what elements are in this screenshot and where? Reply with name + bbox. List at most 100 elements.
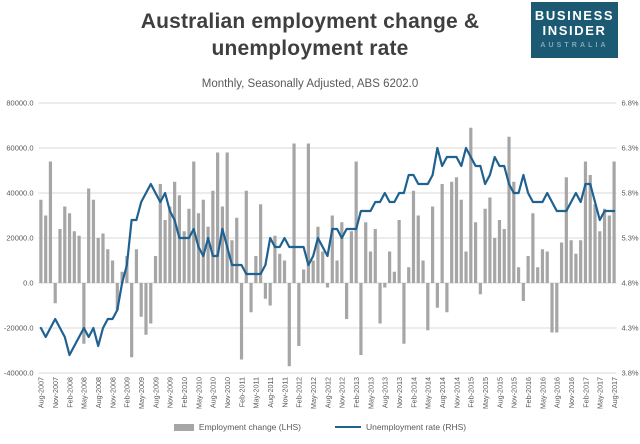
- employment-bar: [292, 143, 296, 283]
- x-axis-tick: Feb-2016: [524, 377, 533, 408]
- chart-legend: Employment change (LHS) Unemployment rat…: [0, 422, 640, 432]
- employment-bar: [187, 208, 191, 283]
- left-axis-tick: 0.0: [23, 279, 33, 288]
- employment-bar: [287, 283, 291, 367]
- employment-bar: [163, 220, 167, 283]
- x-axis-tick: Feb-2017: [581, 377, 590, 408]
- left-axis-tick: 80000.0: [6, 99, 33, 108]
- right-axis-tick: 4.3%: [622, 324, 639, 333]
- right-axis-tick: 4.8%: [622, 279, 639, 288]
- x-axis-tick: Nov-2015: [510, 377, 519, 408]
- x-axis-tick: May-2012: [309, 377, 318, 409]
- employment-bar: [445, 283, 449, 313]
- logo-text-insider: INSIDER: [542, 23, 607, 38]
- x-axis-tick: May-2013: [366, 377, 375, 409]
- title-line-2: unemployment rate: [211, 37, 409, 60]
- employment-bar: [153, 256, 158, 283]
- employment-bar: [168, 206, 172, 283]
- x-axis-tick: Nov-2016: [567, 377, 576, 408]
- employment-bar: [555, 283, 559, 333]
- employment-bar: [359, 283, 363, 355]
- employment-bar: [48, 161, 53, 283]
- x-axis-tick: Aug-2015: [495, 377, 504, 408]
- employment-bar: [502, 229, 506, 283]
- employment-bar: [373, 229, 377, 283]
- employment-bar: [268, 283, 272, 306]
- employment-bar: [340, 222, 344, 283]
- employment-bar: [497, 220, 502, 283]
- employment-bar: [493, 238, 497, 283]
- employment-bar: [559, 242, 564, 283]
- x-axis-tick: Aug-2016: [553, 377, 562, 408]
- employment-bar: [139, 283, 143, 317]
- legend-item-unemployment-rate: Unemployment rate (RHS): [334, 422, 467, 432]
- employment-bar: [507, 136, 511, 283]
- employment-bar: [130, 283, 134, 358]
- employment-bar: [579, 240, 583, 283]
- employment-bar: [516, 267, 521, 283]
- employment-bar: [459, 199, 463, 283]
- employment-bar: [416, 215, 420, 283]
- employment-bar: [512, 181, 516, 283]
- employment-bar: [211, 190, 215, 283]
- right-axis-tick: 5.8%: [622, 189, 639, 198]
- employment-bar: [82, 283, 86, 344]
- employment-bar: [106, 249, 110, 283]
- employment-bar: [39, 199, 43, 283]
- legend-item-employment-change: Employment change (LHS): [173, 422, 301, 432]
- x-axis-labels: Aug-2007 Nov-2007 Feb-2008 May-2008 Aug-2008…: [37, 377, 619, 409]
- employment-bar: [158, 184, 162, 283]
- employment-bar: [473, 222, 478, 283]
- employment-bar: [182, 231, 186, 283]
- x-axis-tick: May-2008: [80, 377, 89, 409]
- employment-bar: [435, 283, 439, 308]
- x-axis-tick: May-2010: [194, 377, 203, 409]
- x-axis-tick: Nov-2014: [452, 377, 461, 408]
- employment-bar: [101, 233, 105, 283]
- legend-label-employment: Employment change (LHS): [198, 422, 301, 432]
- employment-bar: [607, 215, 611, 283]
- left-axis-labels: 80000.0 60000.0 40000.0 20000.0 0.0 -20000.0 -…: [4, 99, 34, 378]
- employment-bar: [63, 206, 67, 283]
- employment-bar: [598, 231, 602, 283]
- x-axis-tick: Feb-2013: [352, 377, 361, 408]
- x-axis-tick: Nov-2007: [51, 377, 60, 408]
- employment-bar: [540, 249, 545, 283]
- gridlines: [38, 102, 617, 374]
- employment-bar: [173, 181, 177, 283]
- left-axis-tick: -20000.0: [4, 324, 34, 333]
- right-axis-tick: 6.8%: [622, 99, 639, 108]
- employment-bar: [392, 271, 396, 283]
- employment-bar: [354, 161, 358, 283]
- employment-bar: [115, 283, 119, 310]
- x-axis-tick: May-2016: [538, 377, 547, 409]
- employment-bar: [325, 283, 330, 288]
- x-axis-tick: Aug-2013: [381, 377, 390, 408]
- employment-bar: [488, 197, 492, 283]
- logo-text-business: BUSINESS: [534, 8, 615, 23]
- employment-bar: [192, 161, 196, 283]
- employment-bar: [316, 226, 320, 283]
- right-axis-labels: 6.8% 6.3% 5.8% 5.3% 4.8% 4.3% 3.8%: [622, 99, 639, 378]
- employment-bar: [426, 283, 430, 331]
- employment-bars: [39, 127, 616, 367]
- employment-bar: [378, 283, 382, 324]
- legend-label-unemployment: Unemployment rate (RHS): [365, 422, 467, 432]
- employment-bar: [311, 260, 315, 283]
- x-axis-tick: Aug-2010: [209, 377, 218, 408]
- chart-subtitle: Monthly, Seasonally Adjusted, ABS 6202.0: [201, 78, 419, 90]
- x-axis-tick: Feb-2014: [409, 377, 418, 408]
- x-axis-tick: Aug-2011: [266, 377, 275, 408]
- employment-bar: [302, 269, 306, 283]
- left-axis-tick: -40000.0: [4, 369, 34, 378]
- employment-bar: [464, 251, 468, 283]
- x-axis-tick: May-2015: [481, 377, 490, 409]
- x-axis-tick: Feb-2011: [237, 377, 246, 407]
- employment-bar: [531, 213, 535, 283]
- employment-bar: [421, 260, 425, 283]
- employment-bar: [96, 238, 100, 283]
- employment-bar: [383, 283, 387, 288]
- employment-bar: [282, 260, 287, 283]
- employment-bar: [454, 177, 459, 283]
- page-title: Australian employment change & unemploym…: [60, 8, 560, 62]
